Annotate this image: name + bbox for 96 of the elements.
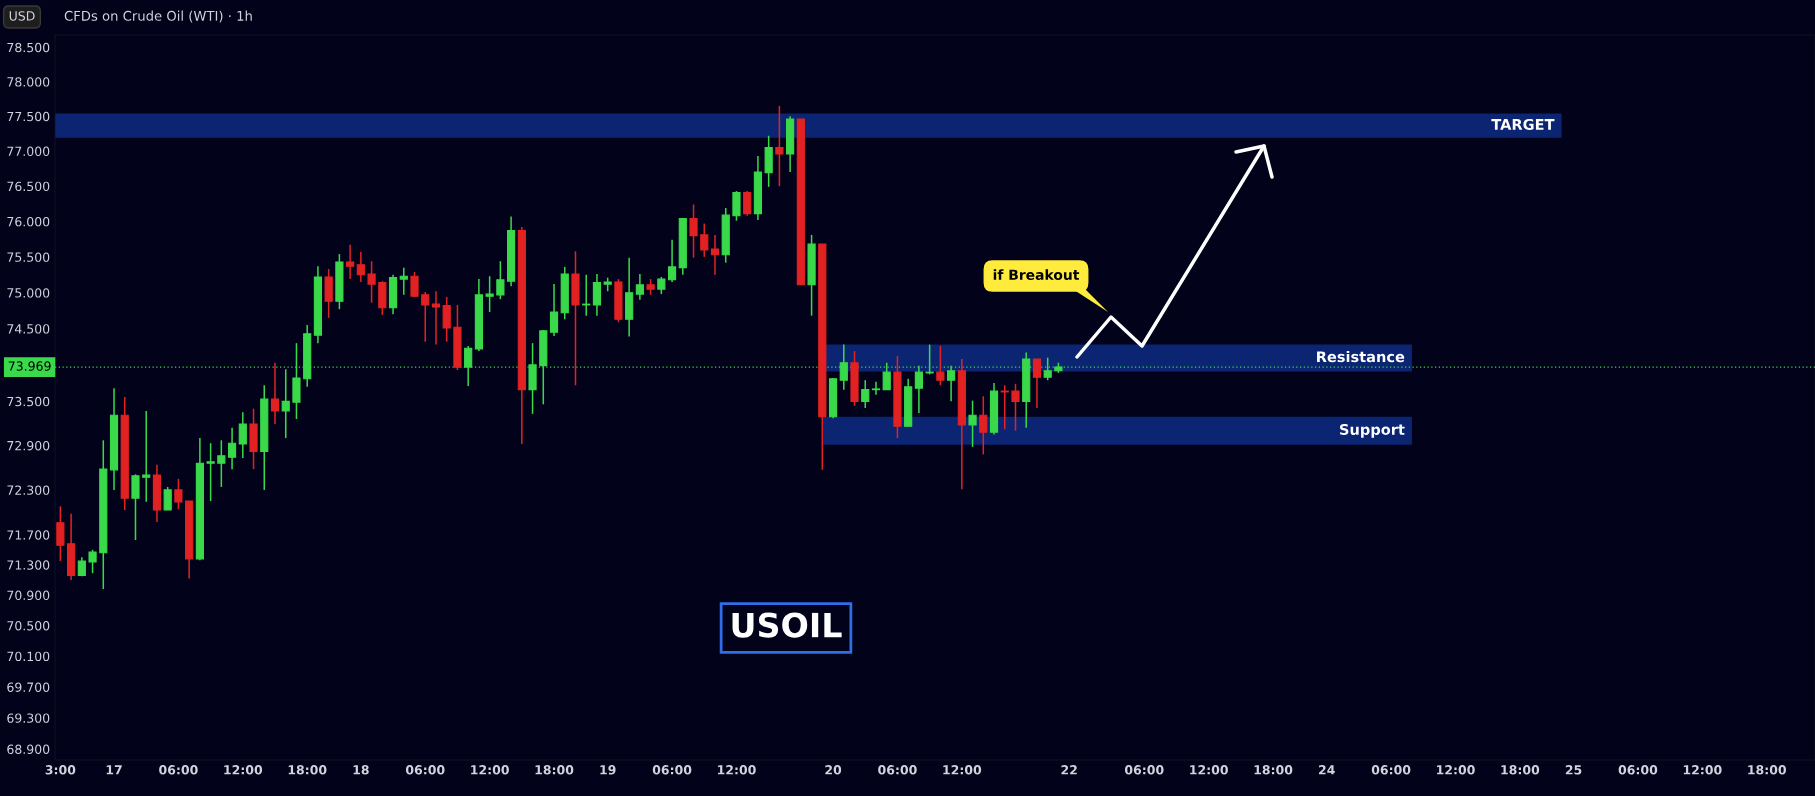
x-tick-label: 18:00: [1501, 765, 1540, 775]
candlestick: [968, 399, 977, 448]
candlestick: [936, 345, 945, 387]
x-tick-label: 12:00: [224, 765, 263, 775]
x-tick-label: 18: [353, 765, 369, 775]
candlestick: [871, 380, 881, 396]
candlestick: [281, 368, 290, 439]
y-tick-label: 70.500: [7, 621, 50, 631]
candlestick: [861, 379, 870, 409]
x-tick-label: 25: [1565, 765, 1582, 775]
x-tick-label: 18:00: [1254, 765, 1293, 775]
y-tick-label: 71.300: [7, 560, 50, 570]
candlestick: [56, 505, 65, 562]
x-tick-label: 24: [1319, 765, 1335, 775]
x-tick-label: 20: [825, 765, 842, 775]
x-tick-label: 06:00: [1371, 765, 1411, 775]
candlestick: [399, 266, 408, 296]
candlestick: [174, 478, 183, 511]
y-tick-label: 76.500: [7, 181, 50, 192]
candlestick: [496, 260, 505, 300]
candlestick: [367, 260, 376, 304]
x-tick-label: 12:00: [1437, 765, 1475, 775]
candlestick: [700, 222, 709, 258]
ref-line-label: 73.969: [8, 361, 51, 371]
y-tick-label: 70.100: [7, 651, 50, 662]
x-tick-label: 18:00: [288, 765, 327, 775]
x-tick-label: 19: [600, 765, 616, 775]
candlestick: [485, 275, 494, 313]
y-tick-label: 78.000: [7, 77, 50, 87]
text: USD: [9, 11, 35, 21]
x-tick-label: 18:00: [1748, 765, 1786, 775]
candlestick: [270, 361, 280, 425]
candlestick: [743, 190, 752, 217]
y-tick-label: 75.000: [7, 288, 50, 298]
candlestick: [217, 439, 226, 488]
candlestick: [227, 427, 237, 470]
x-tick-label: 3:00: [45, 765, 76, 775]
band-label: Resistance: [1317, 350, 1405, 363]
chart-title: CFDs on Crude Oil (WTI) · 1h: [64, 10, 252, 23]
band-label: TARGET: [1491, 118, 1555, 130]
y-tick-label: 78.500: [7, 42, 50, 53]
annotation: USOIL: [732, 612, 842, 638]
x-tick-label: 18:00: [535, 765, 574, 775]
y-tick-label: 72.300: [7, 485, 50, 495]
y-tick-label: 74.500: [7, 324, 50, 334]
x-tick-label: 06:00: [159, 765, 198, 775]
candlestick: [142, 410, 151, 503]
y-tick-label: 75.500: [7, 252, 50, 262]
candlestick: [710, 234, 720, 276]
candlestick: [1032, 358, 1042, 409]
x-tick-label: 17: [106, 765, 122, 775]
y-tick-label: 70.900: [7, 590, 50, 601]
candlestick: [1000, 384, 1009, 431]
candlestick: [88, 549, 97, 574]
annotation: if Breakout: [993, 269, 1080, 281]
x-tick-label: 06:00: [652, 765, 692, 775]
candlestick: [775, 105, 784, 187]
candlestick: [421, 291, 430, 343]
y-tick-label: 77.500: [7, 111, 50, 122]
candlestick: [667, 239, 677, 283]
y-tick-label: 73.500: [7, 396, 50, 407]
x-tick-label: 06:00: [405, 765, 445, 775]
x-tick-label: 06:00: [1124, 765, 1164, 775]
candlestick: [356, 251, 365, 283]
candlestick: [206, 442, 215, 502]
x-tick-label: 12:00: [1190, 765, 1228, 775]
candlestick: [592, 273, 602, 317]
x-tick-label: 06:00: [1618, 765, 1658, 775]
candlestick: [238, 411, 247, 459]
y-tick-label: 71.700: [7, 530, 50, 540]
y-tick-label: 72.900: [7, 440, 50, 451]
y-tick-label: 68.900: [7, 744, 50, 754]
candlestick: [431, 290, 441, 346]
candlestick: [635, 273, 644, 301]
x-tick-label: 12:00: [471, 765, 509, 775]
candlestick: [732, 190, 741, 222]
candlestick: [163, 486, 172, 511]
candlestick: [1011, 383, 1020, 432]
x-tick-label: 06:00: [878, 765, 917, 775]
candlestick: [346, 244, 355, 280]
band-label: Support: [1340, 423, 1405, 438]
candlestick: [549, 283, 559, 337]
y-tick-label: 69.300: [7, 713, 50, 723]
x-tick-label: 12:00: [717, 765, 756, 775]
x-tick-label: 22: [1061, 765, 1077, 775]
candlestick: [582, 274, 591, 317]
candlestick: [410, 271, 419, 298]
candlestick: [131, 473, 140, 541]
candlestick: [442, 296, 451, 343]
y-tick-label: 77.000: [7, 146, 50, 157]
y-tick-label: 69.700: [7, 682, 50, 692]
y-tick-label: 76.000: [7, 216, 50, 227]
candlestick: [689, 203, 698, 259]
candlestick: [979, 395, 988, 456]
x-tick-label: 12:00: [943, 765, 982, 775]
x-tick-label: 12:00: [1683, 765, 1722, 775]
